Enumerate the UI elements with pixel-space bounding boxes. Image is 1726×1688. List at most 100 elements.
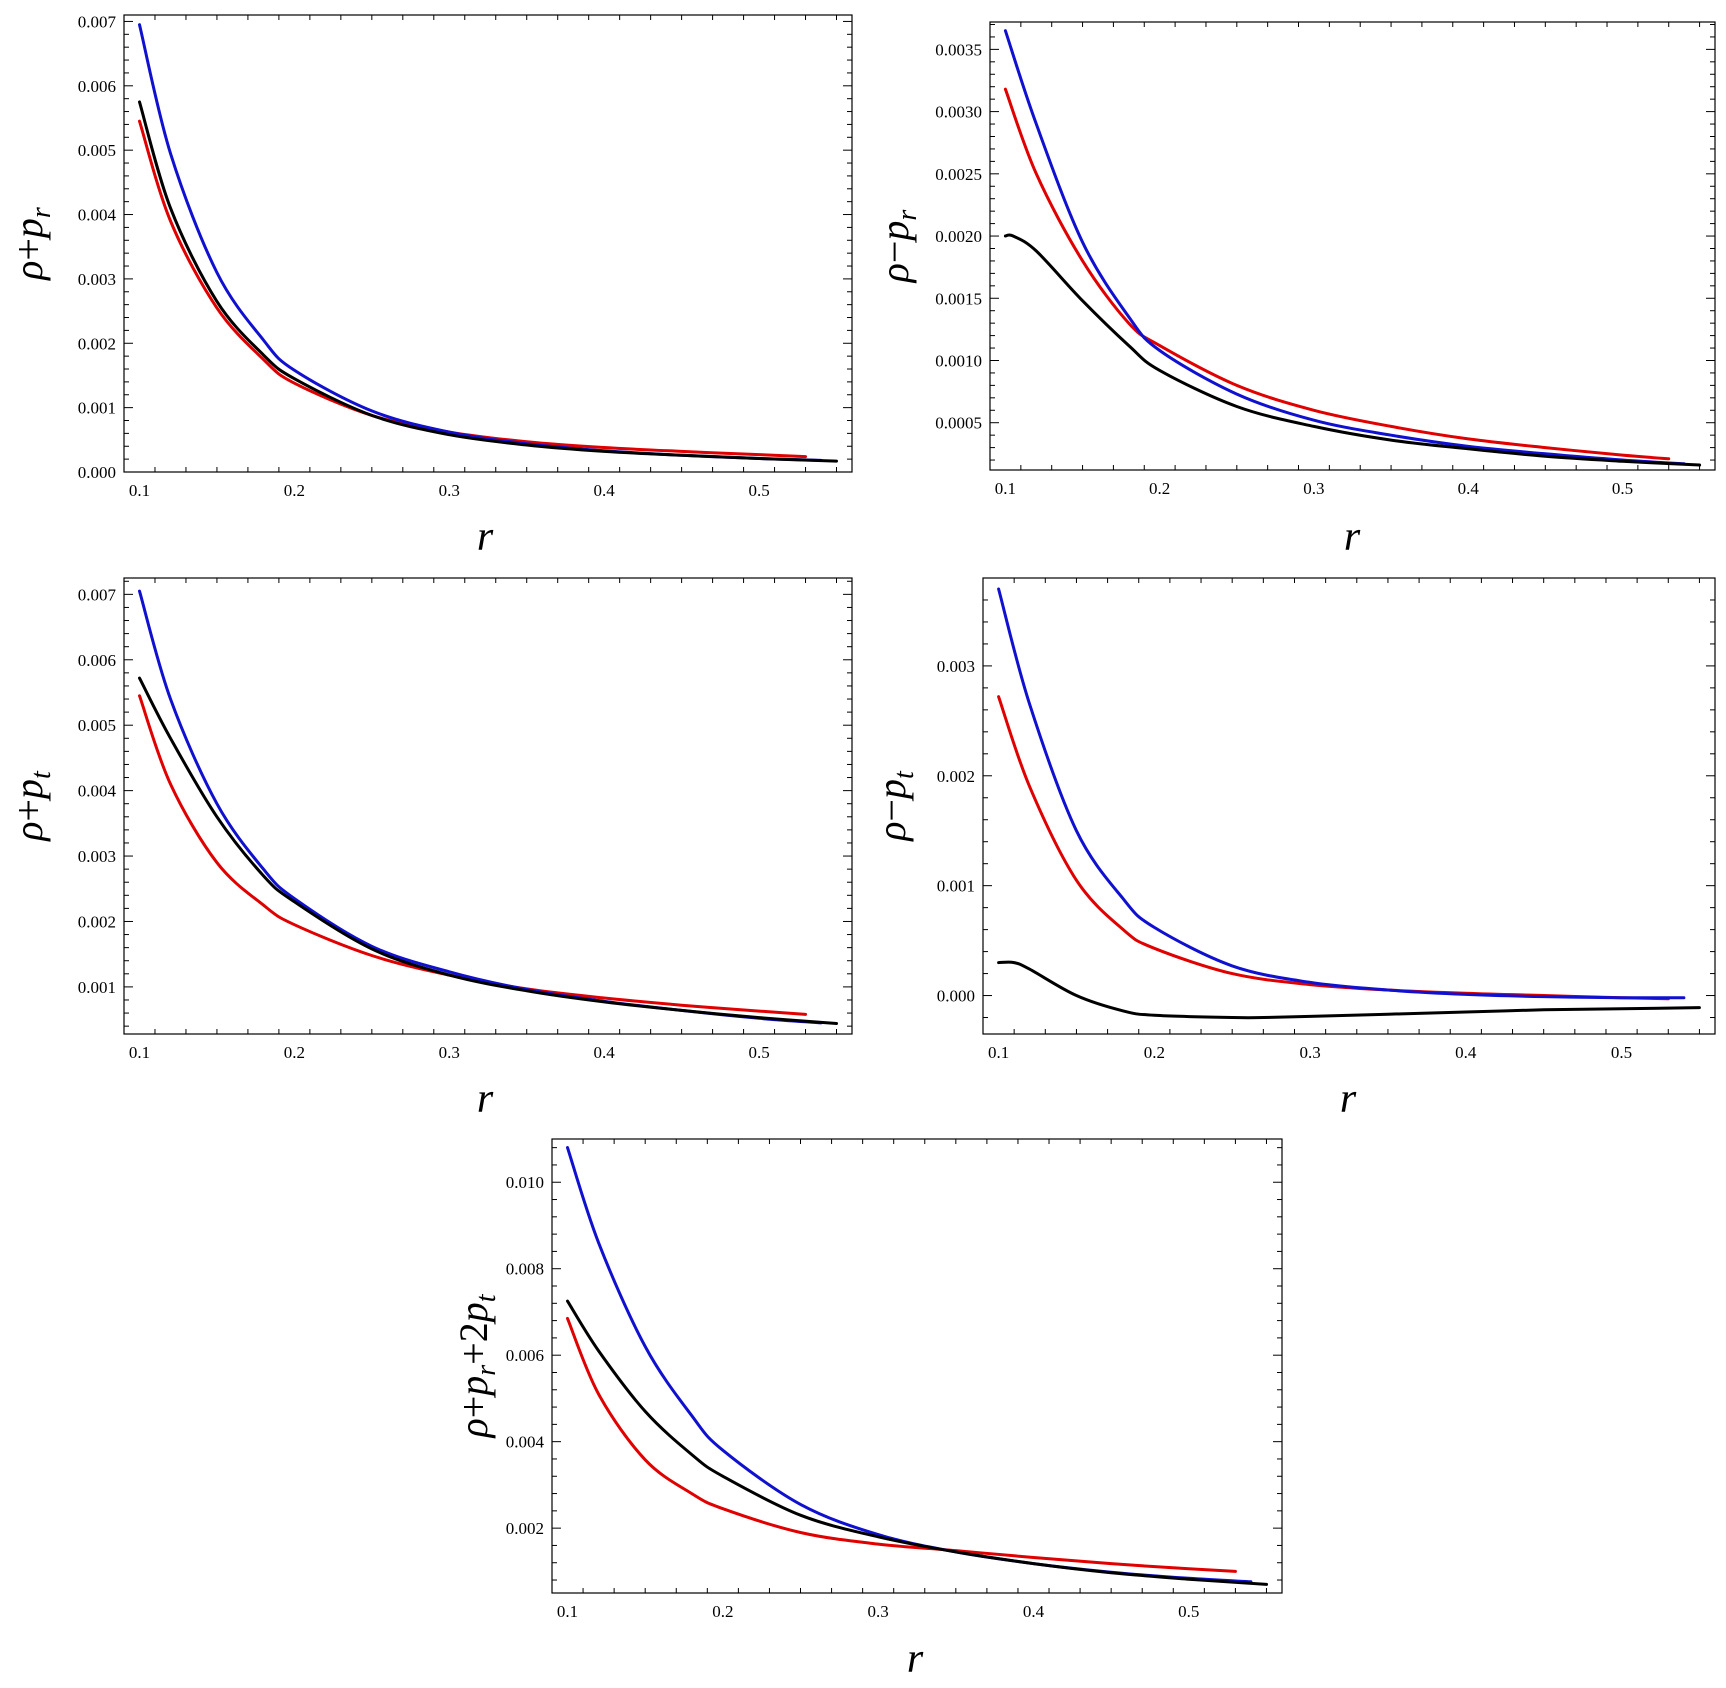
y-tick-label: 0.003 xyxy=(78,847,116,866)
panel-4: 0.1 0.2 0.3 0.4 0.5 0.000 0.001 0.002 0.003 r ρ−pt xyxy=(869,577,1716,1122)
plot-frame xyxy=(989,21,1716,471)
y-tick-label: 0.002 xyxy=(78,912,116,931)
x-tick-label: 0.1 xyxy=(557,1602,578,1621)
x-axis-title: r xyxy=(477,1076,494,1122)
y-tick-label: 0.010 xyxy=(506,1173,544,1192)
y-tick-label: 0.0010 xyxy=(935,351,982,370)
y-axis-title-part: ρ xyxy=(451,1418,496,1439)
plot-frame xyxy=(123,577,853,1035)
x-tick-label: 0.2 xyxy=(712,1602,733,1621)
y-tick-label: 0.0005 xyxy=(935,414,982,433)
y-tick-label: 0.002 xyxy=(78,334,116,353)
x-tick-label: 0.2 xyxy=(1144,1043,1165,1062)
y-axis-title-part: ρ xyxy=(872,263,917,284)
series-red xyxy=(138,694,807,1016)
y-tick-label: 0.008 xyxy=(506,1260,544,1279)
y-tick-label: 0.0015 xyxy=(935,289,982,308)
series-blue xyxy=(566,1146,1253,1584)
series-black xyxy=(138,676,838,1025)
y-axis-title: ρ+pr+2pt xyxy=(451,1293,502,1439)
y-axis-title-part: ρ xyxy=(869,822,914,843)
x-tick-label: 0.1 xyxy=(988,1043,1009,1062)
x-tick-label: 0.2 xyxy=(1149,479,1170,498)
y-tick-label: 0.000 xyxy=(78,463,116,482)
y-axis-title-part: ρ xyxy=(6,261,51,282)
y-axis-title-part: p xyxy=(6,779,51,802)
y-axis-title-part: − xyxy=(869,799,914,822)
x-tick-label: 0.5 xyxy=(1612,479,1633,498)
y-tick-label: 0.001 xyxy=(78,978,116,997)
x-tick-label: 0.5 xyxy=(1178,1602,1199,1621)
y-axis-title-part: ρ xyxy=(6,822,51,843)
y-axis-title-part: + xyxy=(6,799,51,822)
y-axis-title-part: p xyxy=(451,1376,496,1399)
x-tick-label: 0.4 xyxy=(1458,479,1480,498)
series-blue xyxy=(997,587,1686,1000)
x-tick-label: 0.1 xyxy=(995,479,1016,498)
series-black xyxy=(1003,233,1702,467)
y-axis-title-part: +2 xyxy=(451,1322,496,1365)
y-axis-title-part: r xyxy=(892,210,923,221)
y-tick-label: 0.006 xyxy=(78,77,116,96)
series-blue xyxy=(138,589,823,1025)
x-tick-label: 0.2 xyxy=(284,481,305,500)
y-tick-label: 0.007 xyxy=(78,12,117,31)
y-tick-label: 0.003 xyxy=(78,270,116,289)
panel-3: 0.1 0.2 0.3 0.4 0.5 0.001 0.002 0.003 0.004 0.005… xyxy=(6,577,853,1122)
x-axis-title: r xyxy=(1340,1076,1357,1122)
x-tick-label: 0.1 xyxy=(129,1043,150,1062)
y-axis-title: ρ−pr xyxy=(872,210,923,285)
plot-frame xyxy=(551,1138,1283,1594)
series-red xyxy=(566,1316,1237,1573)
y-tick-label: 0.0030 xyxy=(935,103,982,122)
y-axis-title-part: r xyxy=(471,1365,502,1376)
y-tick-label: 0.0035 xyxy=(935,40,982,59)
x-tick-label: 0.3 xyxy=(1303,479,1324,498)
y-tick-label: 0.007 xyxy=(78,585,117,604)
series-blue xyxy=(1003,29,1686,466)
plot-frame xyxy=(982,577,1716,1035)
series-red xyxy=(997,695,1670,1001)
series-red xyxy=(138,119,807,459)
y-tick-label: 0.001 xyxy=(937,877,975,896)
panel-5: 0.1 0.2 0.3 0.4 0.5 0.002 0.004 0.006 0.008 0.010… xyxy=(451,1138,1283,1682)
panel-1: 0.1 0.2 0.3 0.4 0.5 0.000 0.001 0.002 0.003 0.004… xyxy=(6,12,853,560)
x-tick-label: 0.4 xyxy=(1455,1043,1477,1062)
y-axis-title-part: p xyxy=(451,1302,496,1325)
y-tick-label: 0.005 xyxy=(78,141,116,160)
x-tick-label: 0.5 xyxy=(748,481,769,500)
y-axis-title: ρ+pr xyxy=(6,207,57,282)
y-axis-title: ρ−pt xyxy=(869,770,920,843)
series-blue xyxy=(138,23,823,462)
y-axis-title-part: r xyxy=(26,207,57,218)
series-black xyxy=(997,960,1701,1020)
y-tick-label: 0.006 xyxy=(506,1346,544,1365)
y-axis-title-part: t xyxy=(889,770,920,779)
x-axis-title: r xyxy=(1344,514,1361,560)
y-axis-title-part: + xyxy=(451,1396,496,1419)
x-tick-label: 0.4 xyxy=(594,481,616,500)
x-tick-label: 0.3 xyxy=(439,481,460,500)
y-axis-title-part: p xyxy=(6,218,51,241)
x-tick-label: 0.5 xyxy=(748,1043,769,1062)
series-black xyxy=(566,1299,1268,1586)
series-black xyxy=(138,100,838,463)
series-red xyxy=(1003,87,1671,461)
x-tick-label: 0.5 xyxy=(1611,1043,1632,1062)
y-tick-label: 0.004 xyxy=(78,206,117,225)
y-axis-title-part: − xyxy=(872,241,917,264)
x-tick-label: 0.4 xyxy=(594,1043,616,1062)
y-axis-title: ρ+pt xyxy=(6,770,57,843)
x-tick-label: 0.3 xyxy=(1299,1043,1320,1062)
y-tick-label: 0.005 xyxy=(78,716,116,735)
y-axis-title-part: + xyxy=(6,238,51,261)
plot-frame xyxy=(123,14,853,473)
x-tick-label: 0.2 xyxy=(284,1043,305,1062)
y-tick-label: 0.002 xyxy=(937,767,975,786)
y-tick-label: 0.0025 xyxy=(935,165,982,184)
x-tick-label: 0.1 xyxy=(129,481,150,500)
x-tick-label: 0.4 xyxy=(1023,1602,1045,1621)
y-tick-label: 0.006 xyxy=(78,651,116,670)
y-tick-label: 0.004 xyxy=(78,782,117,801)
